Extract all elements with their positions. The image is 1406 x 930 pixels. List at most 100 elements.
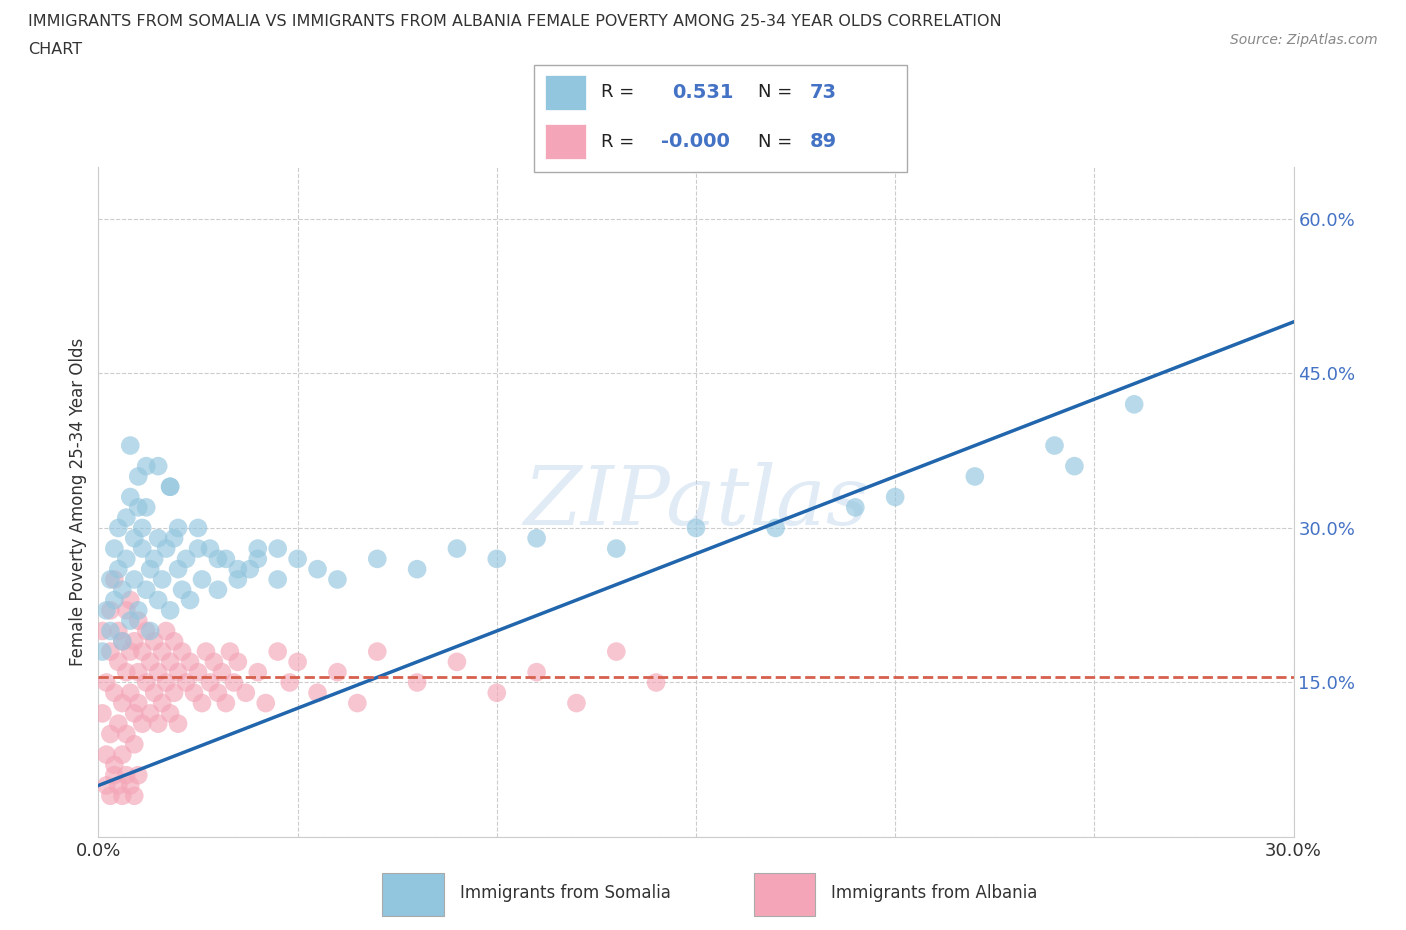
Point <box>100 603 122 618</box>
Point <box>565 696 588 711</box>
Point <box>167 716 190 731</box>
Point <box>207 685 229 700</box>
Point <box>159 706 181 721</box>
Text: N =: N = <box>758 84 792 101</box>
Text: ZIPatlas: ZIPatlas <box>523 462 869 542</box>
Point <box>174 675 197 690</box>
Point <box>100 623 122 638</box>
FancyBboxPatch shape <box>382 873 444 915</box>
Point <box>103 685 125 700</box>
Point <box>148 716 170 731</box>
Point <box>163 634 186 649</box>
Point <box>148 458 170 473</box>
Point <box>91 623 114 638</box>
Point <box>605 541 627 556</box>
Point <box>406 562 429 577</box>
Point <box>406 675 429 690</box>
Point <box>111 747 134 762</box>
Point <box>100 572 122 587</box>
Point <box>246 665 269 680</box>
Point <box>1123 397 1146 412</box>
Point <box>131 541 153 556</box>
Text: Immigrants from Somalia: Immigrants from Somalia <box>460 884 671 902</box>
Point <box>254 696 277 711</box>
Point <box>103 541 125 556</box>
Point <box>131 716 153 731</box>
Point <box>115 551 138 566</box>
Point <box>1043 438 1066 453</box>
Text: Source: ZipAtlas.com: Source: ZipAtlas.com <box>1230 33 1378 46</box>
Point <box>150 572 173 587</box>
Point <box>124 737 146 751</box>
Point <box>287 655 309 670</box>
Point <box>605 644 627 659</box>
Point <box>115 665 138 680</box>
Point <box>107 655 129 670</box>
Point <box>159 603 181 618</box>
Point <box>485 685 508 700</box>
Text: R =: R = <box>602 133 634 151</box>
Point <box>96 675 118 690</box>
Point <box>366 551 388 566</box>
Point <box>963 469 986 484</box>
Y-axis label: Female Poverty Among 25-34 Year Olds: Female Poverty Among 25-34 Year Olds <box>69 339 87 666</box>
Point <box>111 582 134 597</box>
Point <box>143 685 166 700</box>
Point <box>155 675 177 690</box>
Point <box>645 675 668 690</box>
Point <box>111 634 134 649</box>
Point <box>124 706 146 721</box>
Point <box>174 551 197 566</box>
Text: Immigrants from Albania: Immigrants from Albania <box>831 884 1038 902</box>
Point <box>135 458 157 473</box>
Point <box>100 644 122 659</box>
Point <box>235 685 257 700</box>
Point <box>150 644 173 659</box>
Point <box>163 531 186 546</box>
Point <box>765 521 787 536</box>
Point <box>366 644 388 659</box>
Point <box>127 613 149 628</box>
Point <box>211 665 233 680</box>
Point <box>124 634 146 649</box>
Point <box>107 716 129 731</box>
Point <box>139 706 162 721</box>
Point <box>884 489 907 504</box>
Point <box>202 655 225 670</box>
Point <box>267 572 290 587</box>
Point <box>103 768 125 783</box>
Text: CHART: CHART <box>28 42 82 57</box>
FancyBboxPatch shape <box>546 124 586 159</box>
Point <box>215 696 238 711</box>
Point <box>100 789 122 804</box>
Point <box>167 521 190 536</box>
Point <box>135 582 157 597</box>
Point <box>246 541 269 556</box>
Point <box>187 541 209 556</box>
Point <box>115 726 138 741</box>
Point <box>91 706 114 721</box>
Point <box>179 592 201 607</box>
Point <box>526 531 548 546</box>
Point <box>172 582 194 597</box>
Point <box>155 541 177 556</box>
Point <box>107 562 129 577</box>
Point <box>167 562 190 577</box>
Point <box>115 768 138 783</box>
Point <box>107 623 129 638</box>
Point <box>239 562 262 577</box>
Text: 89: 89 <box>810 132 837 151</box>
Point <box>215 551 238 566</box>
Point <box>485 551 508 566</box>
Point <box>111 789 134 804</box>
Point <box>191 696 214 711</box>
Point <box>346 696 368 711</box>
Text: IMMIGRANTS FROM SOMALIA VS IMMIGRANTS FROM ALBANIA FEMALE POVERTY AMONG 25-34 YE: IMMIGRANTS FROM SOMALIA VS IMMIGRANTS FR… <box>28 14 1001 29</box>
Point <box>226 572 249 587</box>
Point <box>127 768 149 783</box>
Point <box>155 623 177 638</box>
Point <box>120 489 142 504</box>
Point <box>115 511 138 525</box>
Point <box>127 696 149 711</box>
Point <box>120 778 142 793</box>
